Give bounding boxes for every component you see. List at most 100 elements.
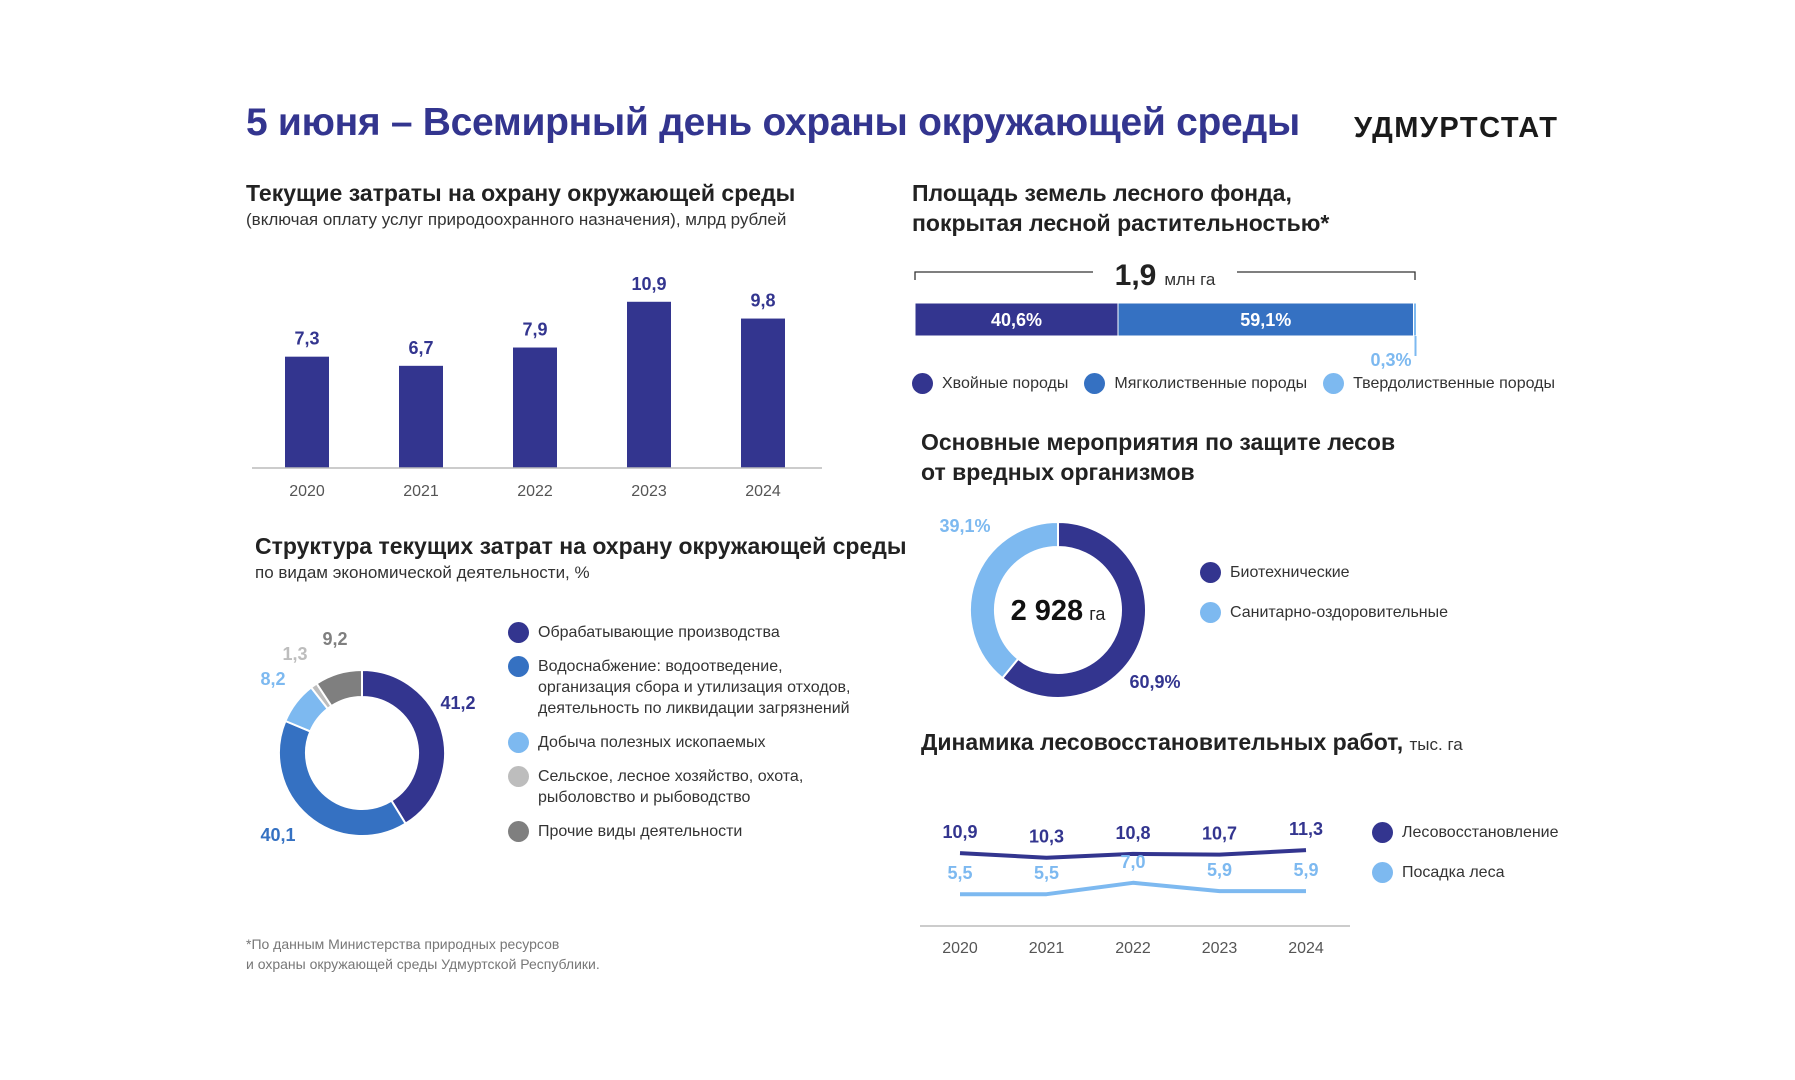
point-value-label: 5,9 [1207,860,1232,880]
bar-2021 [399,365,443,468]
legend-dot [1200,602,1221,623]
point-value-label: 10,8 [1115,823,1150,843]
legend-label: Хвойные породы [942,375,1069,392]
legend-label: Твердолиственные породы [1353,375,1555,392]
legend-dot [508,656,529,677]
legend-item: Биотехнические [1200,562,1448,583]
stack-segment [1117,302,1414,337]
structure-donut-chart: 41,2 40,1 8,2 1,3 9,2 [260,629,475,845]
series-line [960,880,1306,897]
legend-dot [912,373,933,394]
x-tick-label: 2020 [942,940,978,957]
point-value-label: 10,3 [1029,827,1064,847]
total-label: 1,9 млн га [1115,259,1216,292]
bar-value-label: 9,8 [750,291,775,311]
x-tick-label: 2024 [1288,940,1324,957]
point-value-label: 11,3 [1289,819,1323,839]
legend-label: Биотехнические [1230,564,1350,581]
bar-2022 [513,347,557,468]
reforestation-line-chart: 10,9 10,3 10,8 10,7 11,3 5,5 5,5 7,0 5,9 5,9 2020 2… [920,819,1350,957]
footnote-line2: и охраны окружающей среды Удмуртской Рес… [246,956,600,972]
donut-slice [361,668,446,826]
x-tick-label: 2021 [403,483,439,500]
legend-item: Водоснабжение: водоотведение, организация… [508,656,888,719]
legend-dot [508,821,529,842]
legend-item: Твердолиственные породы [1323,373,1555,394]
legend-dot [508,766,529,787]
structure-chart-title: Структура текущих затрат на охрану окруж… [255,533,907,559]
x-tick-label: 2023 [631,483,667,500]
series-line [959,848,1307,860]
segment-value-label: 59,1% [1240,310,1291,330]
slice-value-label: 1,3 [282,644,307,664]
legend-label: Посадка леса [1402,864,1505,881]
slice-value-label: 8,2 [260,669,285,689]
legend-item: Сельское, лесное хозяйство, охота, рыболо… [508,766,888,808]
legend-item: Посадка леса [1372,862,1559,883]
legend-item: Санитарно-оздоровительные [1200,602,1448,623]
donut-slice [278,719,407,837]
legend-dot [508,732,529,753]
point-value-label: 7,0 [1120,852,1145,872]
reforestation-title: Динамика лесовосстановительных работ, ты… [921,727,1463,760]
legend-item: Добыча полезных ископаемых [508,732,888,753]
legend-item: Лесовосстановление [1372,822,1559,843]
legend-item: Хвойные породы [912,373,1068,394]
point-value-label: 5,9 [1293,860,1318,880]
page-title: 5 июня – Всемирный день охраны окружающе… [246,101,1300,144]
x-tick-label: 2021 [1029,940,1065,957]
x-tick-label: 2024 [745,483,781,500]
total-bracket-right [1237,271,1416,280]
donut-center-label: 2 928 га [1011,595,1107,627]
protection-title-line2: от вредных организмов [921,459,1195,485]
forest-area-title-line2: покрытая лесной растительностью* [912,210,1330,236]
legend-label: Добыча полезных ископаемых [538,734,766,751]
point-value-label: 10,9 [942,822,977,842]
bar-value-label: 6,7 [408,338,433,358]
point-value-label: 5,5 [947,863,972,883]
reforestation-legend: Лесовосстановление Посадка леса [1372,822,1559,902]
legend-item: Обрабатывающие производства [508,622,888,643]
legend-dot [1372,822,1393,843]
segment-value-label: 40,6% [991,310,1042,330]
brand-logo: УДМУРТСТАТ [1354,112,1559,144]
x-tick-label: 2020 [289,483,325,500]
bar-2024 [741,318,785,468]
slice-value-label: 60,9% [1129,672,1180,692]
bar-value-label: 10,9 [631,274,666,294]
costs-chart-subtitle: (включая оплату услуг природоохранного н… [246,210,787,229]
reforestation-unit: тыс. га [1409,735,1463,754]
legend-label: Прочие виды деятельности [538,823,743,840]
x-tick-label: 2022 [1115,940,1151,957]
slice-value-label: 9,2 [322,629,347,649]
structure-legend: Обрабатывающие производства Водоснабжение… [508,622,888,842]
legend-label: Лесовосстановление [1402,824,1559,841]
slice-value-label: 39,1% [939,516,990,536]
legend-dot [1084,373,1106,394]
point-value-label: 10,7 [1202,824,1237,844]
total-bracket-left [914,271,1093,280]
legend-label: Сельское, лесное хозяйство, охота, рыболо… [538,768,804,806]
legend-dot [1323,373,1345,394]
point-value-label: 5,5 [1034,863,1059,883]
bar-value-label: 7,9 [522,320,547,340]
protection-legend: Биотехнические Санитарно-оздоровительные [1200,562,1448,642]
x-tick-label: 2023 [1202,940,1238,957]
legend-dot [508,622,529,643]
donut-slice [315,668,363,708]
costs-chart-title: Текущие затраты на охрану окружающей сре… [246,180,796,206]
forest-area-title-line1: Площадь земель лесного фонда, [912,180,1292,206]
bar-2020 [285,356,329,468]
forest-area-stacked-bar: 1,9 млн га 40,6% 59,1% 0,3% [914,259,1417,370]
protection-donut-chart: 60,9% 39,1% 2 928 га [939,516,1181,699]
costs-bar-chart: 7,3 2020 6,7 2021 7,9 2022 10,9 2023 9,8 2024 [252,274,822,500]
footnote-line1: *По данным Министерства природных ресурс… [246,936,560,952]
donut-slice [969,520,1059,680]
segment-value-label: 0,3% [1370,350,1411,370]
protection-title-line1: Основные мероприятия по защите лесов [921,429,1396,455]
bar-2023 [627,301,671,468]
reforestation-title-text: Динамика лесовосстановительных работ, [921,729,1404,755]
legend-label: Мягколиственные породы [1114,375,1308,392]
legend-item: Мягколиственные породы [1084,373,1307,394]
donut-slice [1000,520,1147,699]
